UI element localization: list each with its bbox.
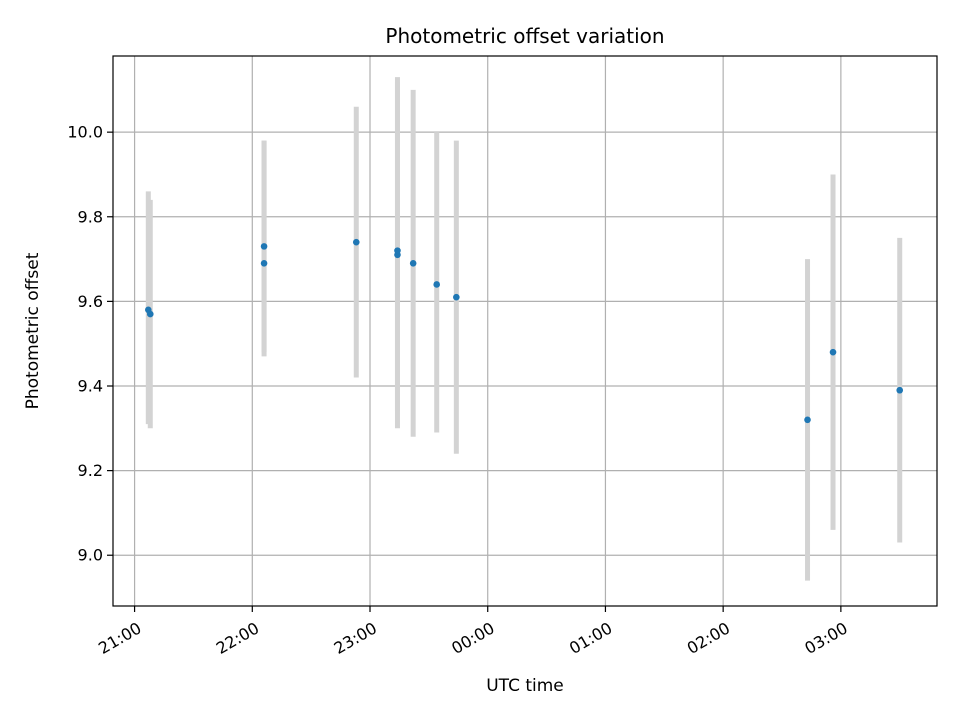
data-points: [145, 238, 904, 424]
data-point: [804, 416, 811, 424]
data-point: [260, 243, 268, 250]
y-tick-label: 10.0: [67, 123, 103, 142]
data-point: [352, 238, 360, 246]
data-point: [394, 247, 401, 254]
y-tick-label: 9.6: [78, 292, 103, 311]
data-point: [146, 310, 154, 318]
data-point: [453, 293, 460, 301]
data-point: [829, 348, 837, 356]
y-tick-label: 9.2: [78, 461, 103, 480]
data-point: [409, 260, 417, 267]
y-tick-label: 9.0: [78, 546, 103, 565]
y-axis-title: Photometric offset: [23, 252, 43, 409]
x-axis-title: UTC time: [486, 676, 564, 696]
data-point: [433, 281, 441, 288]
grid: [113, 56, 937, 606]
chart-title: Photometric offset variation: [385, 24, 664, 48]
y-tick-label: 9.4: [78, 377, 103, 396]
plot-frame: [112, 55, 938, 607]
y-tick-label: 9.8: [78, 207, 103, 226]
data-point: [260, 260, 268, 267]
y-axis: 9.0 9.2 9.4 9.6 9.8 10.0: [67, 123, 113, 565]
data-point: [896, 386, 904, 394]
